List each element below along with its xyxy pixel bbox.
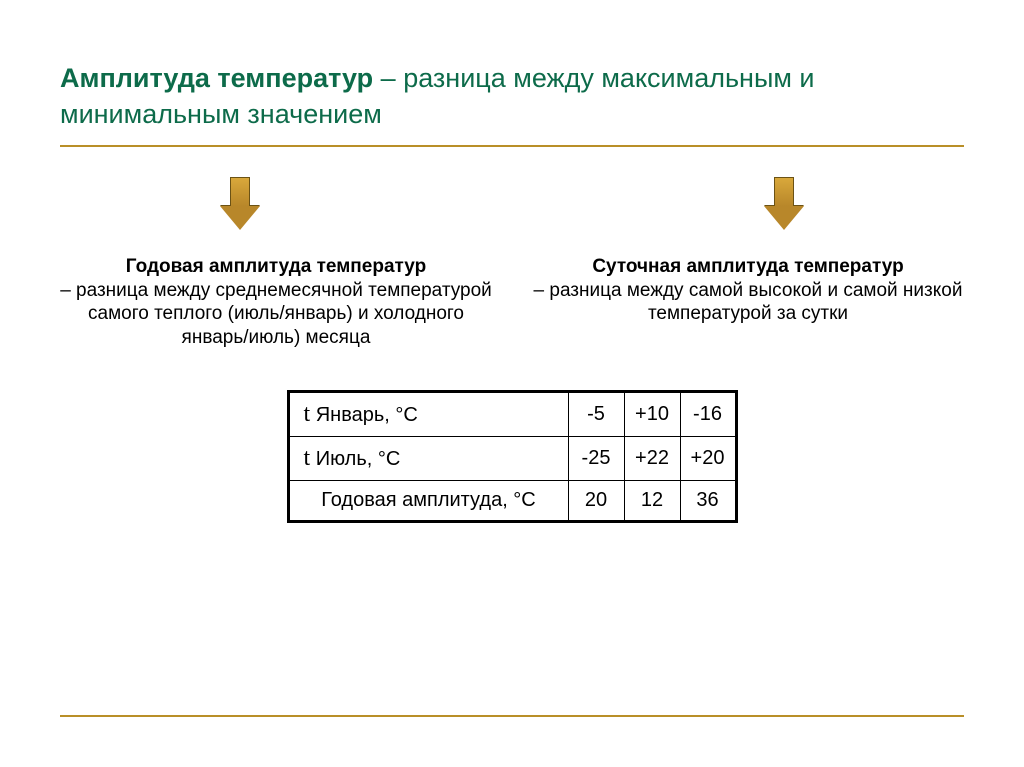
- col-heading: Суточная амплитуда температур: [532, 255, 964, 279]
- definition-columns: Годовая амплитуда температур – разница м…: [60, 255, 964, 350]
- table-row: t Январь, °С -5 +10 -16: [288, 391, 736, 436]
- cell: -5: [568, 391, 624, 436]
- annual-amplitude-def: Годовая амплитуда температур – разница м…: [60, 255, 492, 350]
- table-row: Годовая амплитуда, °С 20 12 36: [288, 480, 736, 521]
- daily-amplitude-def: Суточная амплитуда температур – разница …: [532, 255, 964, 350]
- cell: +20: [680, 436, 736, 480]
- cell: 12: [624, 480, 680, 521]
- row-label-text: Январь, °С: [310, 404, 418, 426]
- row-label: Годовая амплитуда, °С: [288, 480, 568, 521]
- cell: 36: [680, 480, 736, 521]
- title-bold: Амплитуда температур: [60, 63, 373, 93]
- row-label-text: Июль, °С: [310, 448, 400, 470]
- title-block: Амплитуда температур – разница между мак…: [60, 60, 964, 147]
- row-label: t Июль, °С: [288, 436, 568, 480]
- col-body: – разница между самой высокой и самой ни…: [532, 279, 964, 327]
- col-heading: Годовая амплитуда температур: [60, 255, 492, 279]
- table-row: t Июль, °С -25 +22 +20: [288, 436, 736, 480]
- row-label-text: Годовая амплитуда, °С: [321, 489, 536, 511]
- cell: -25: [568, 436, 624, 480]
- temperature-table-wrap: t Январь, °С -5 +10 -16 t Июль, °С -25 +…: [60, 390, 964, 523]
- row-label: t Январь, °С: [288, 391, 568, 436]
- footer-divider: [60, 715, 964, 717]
- arrow-down-icon: [220, 177, 260, 231]
- temperature-table: t Январь, °С -5 +10 -16 t Июль, °С -25 +…: [287, 390, 738, 523]
- arrow-down-icon: [764, 177, 804, 231]
- arrows-row: [60, 177, 964, 231]
- col-body: – разница между среднемесячной температу…: [60, 279, 492, 350]
- cell: 20: [568, 480, 624, 521]
- page-title: Амплитуда температур – разница между мак…: [60, 60, 964, 133]
- cell: +22: [624, 436, 680, 480]
- cell: +10: [624, 391, 680, 436]
- cell: -16: [680, 391, 736, 436]
